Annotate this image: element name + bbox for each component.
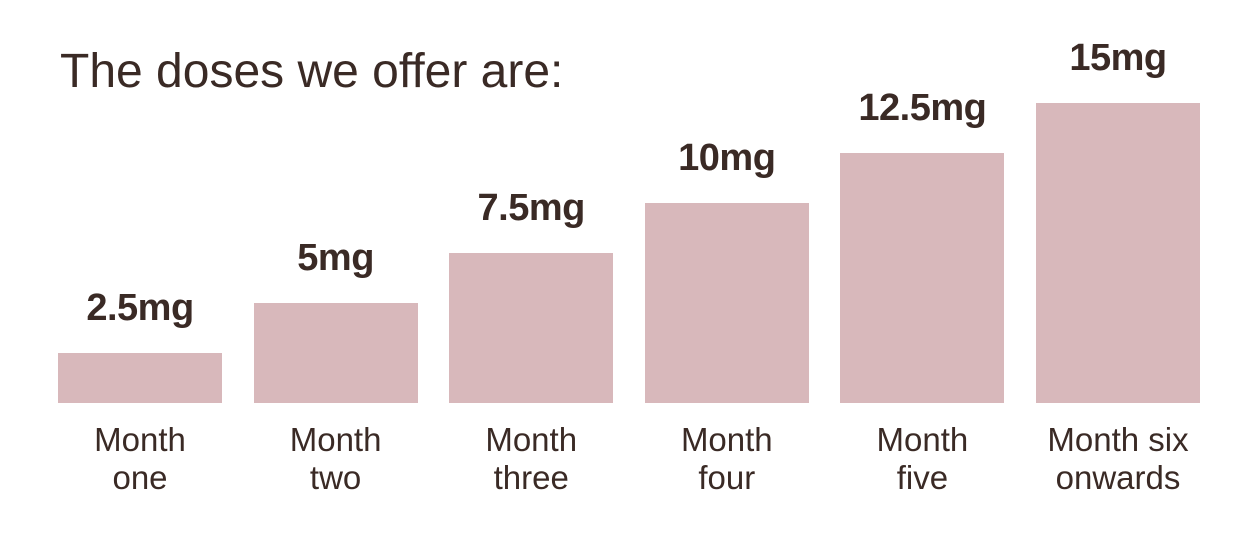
x-tick-label: Month one (94, 421, 186, 496)
bar (1036, 103, 1200, 403)
bar (840, 153, 1005, 403)
x-tick-label: Month two (289, 421, 382, 496)
value-label: 2.5mg (86, 287, 194, 329)
value-label: 7.5mg (477, 187, 586, 229)
value-label: 5mg (297, 237, 374, 279)
x-tick-label: Month four (680, 421, 773, 496)
value-label: 15mg (1069, 37, 1167, 79)
value-label: 10mg (678, 137, 776, 179)
x-tick-label: Month three (485, 421, 578, 496)
bar (58, 353, 222, 403)
value-label: 12.5mg (858, 87, 987, 129)
chart-title: The doses we offer are: (60, 45, 564, 98)
x-tick-label: Month five (876, 421, 969, 496)
bar (644, 203, 809, 403)
x-tick-label: Month six onwards (1047, 421, 1189, 496)
bar (449, 253, 614, 403)
bar (253, 303, 418, 403)
